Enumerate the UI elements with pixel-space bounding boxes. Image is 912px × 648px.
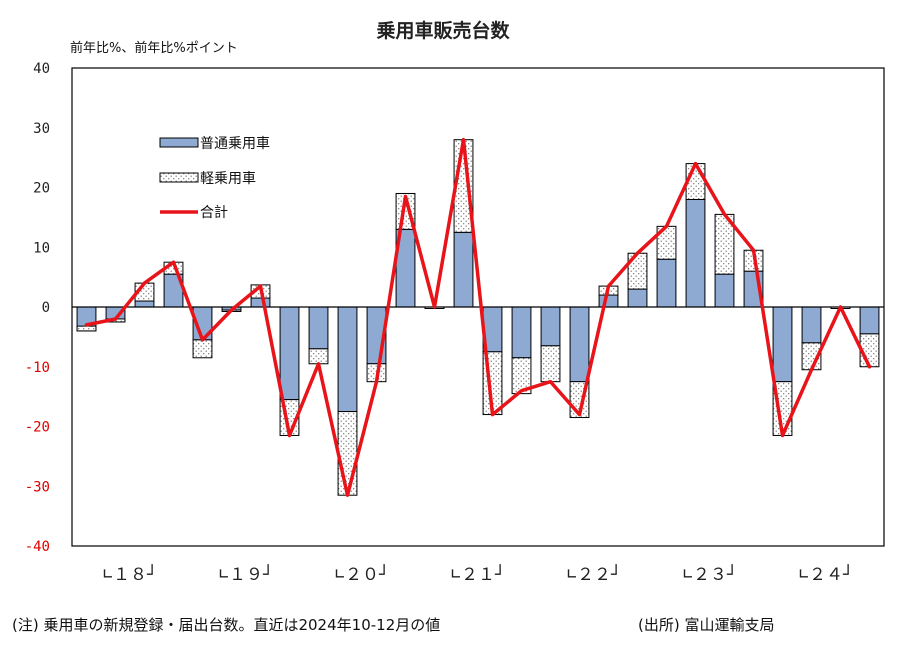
legend-swatch-kei [159,172,199,183]
bar-regular [453,231,474,308]
total-line [84,137,872,497]
y-tick-labels: 40 30 20 10 0 -10 -20 -30 -40 [25,61,50,555]
bar-regular [511,306,532,359]
bar-kei [337,411,358,496]
bar-regular [569,306,590,383]
legend-label-total: 合計 [200,205,228,221]
legend-label-kei: 軽乗用車 [200,170,256,187]
bar-regular [337,306,358,413]
y-tick-label: 40 [33,61,50,77]
bar-regular [656,258,677,308]
bar-marks [76,139,880,496]
bar-kei [511,357,532,395]
y-tick-label: -30 [25,479,50,495]
bar-regular [279,306,300,401]
footnote-source: (出所) 富山運輸支局 [638,616,774,634]
bar-regular [540,306,561,347]
y-tick-label: -20 [25,420,50,436]
y-tick-label: 10 [33,240,50,256]
bar-regular [714,273,735,308]
bar-kei [308,348,329,365]
y-tick-label: 20 [33,181,50,197]
bar-kei [540,345,561,383]
chart-title: 乗用車販売台数 [376,19,510,42]
x-year-labels: ∟１８┘ ∟１９┘ ∟２０┘ ∟２１┘ ∟２２┘ ∟２３┘ ∟２４┘ [103,564,853,585]
x-year-label: ∟１８┘ [103,564,157,585]
x-year-label: ∟２１┘ [451,564,505,585]
x-year-label: ∟２０┘ [335,564,389,585]
bar-kei [192,339,213,359]
y-tick-label: 0 [42,300,50,316]
total-line-series [84,137,872,497]
x-year-label: ∟２２┘ [567,564,621,585]
bar-regular [250,297,271,308]
bar-regular [772,306,793,383]
x-year-label: ∟２３┘ [683,564,737,585]
y-axis-label: 前年比%、前年比%ポイント [70,40,238,56]
x-year-label: ∟１９┘ [219,564,273,585]
bar-regular [308,306,329,350]
bar-regular [685,198,706,308]
x-year-label: ∟２４┘ [799,564,853,585]
bar-regular [134,300,155,308]
y-tick-label: -40 [25,539,50,555]
legend-swatch-regular [159,137,199,148]
bar-kei [76,325,97,332]
bar-regular [859,306,880,335]
y-tick-label: -10 [25,360,50,376]
footnote-note: (注) 乗用車の新規登録・届出台数。直近は2024年10-12月の値 [12,616,440,634]
legend: 普通乗用車 軽乗用車 合計 [159,135,270,221]
bar-regular [801,306,822,344]
legend-label-regular: 普通乗用車 [200,135,270,152]
bar-regular [598,294,619,308]
y-tick-label: 30 [33,121,50,137]
bar-regular [627,288,648,308]
